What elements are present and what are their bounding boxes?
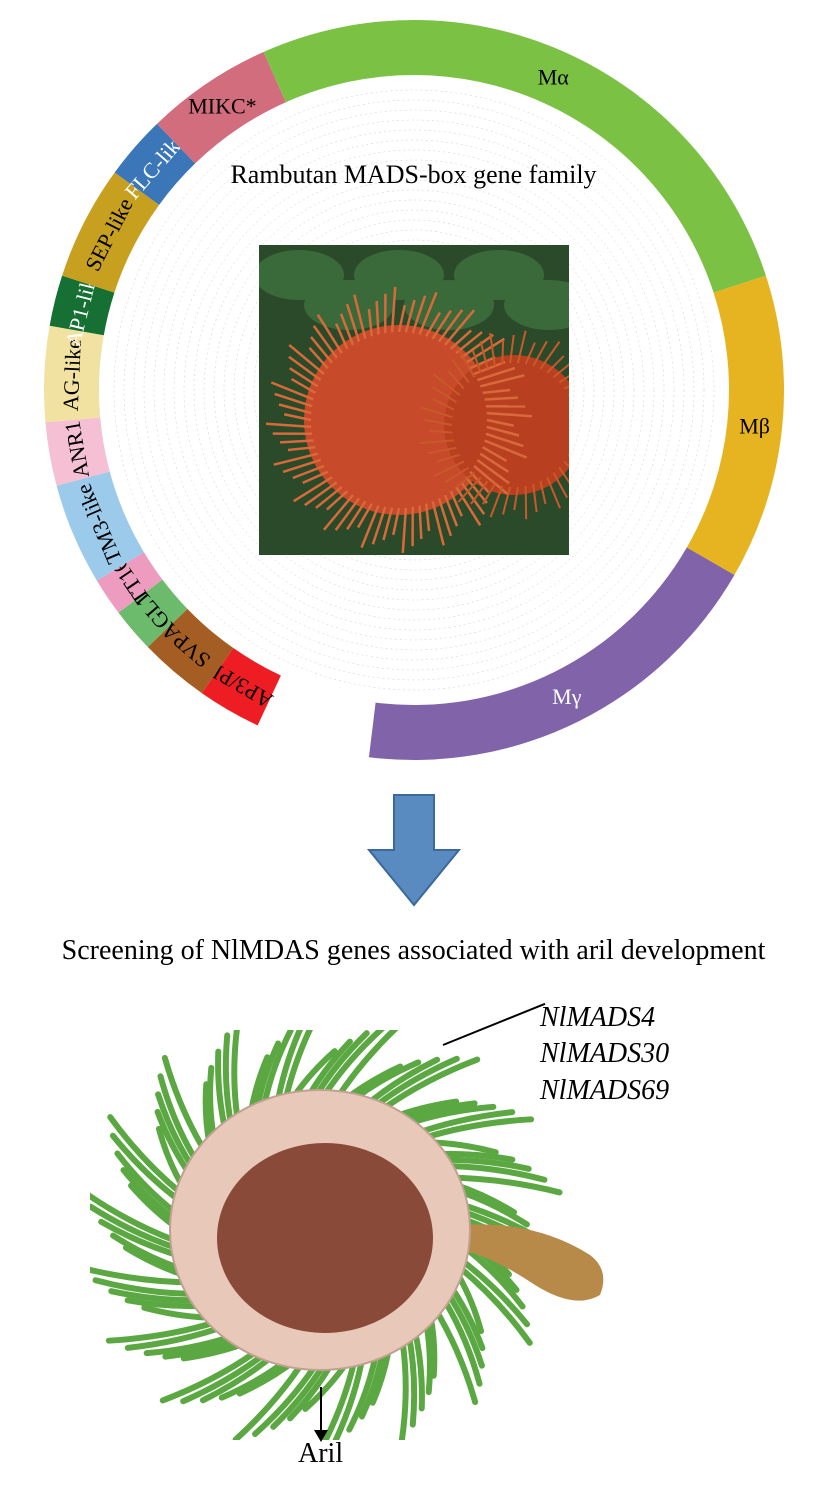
svg-text:AG-like: AG-like [57, 339, 85, 412]
svg-text:Mβ: Mβ [739, 413, 770, 438]
arrow-icon [364, 790, 464, 910]
chart-title: Rambutan MADS-box gene family [230, 160, 596, 190]
rambutan-photo [259, 245, 569, 555]
svg-text:MIKC*: MIKC* [188, 94, 256, 119]
aril-label: Aril [298, 1438, 343, 1470]
svg-text:Mγ: Mγ [552, 684, 582, 709]
svg-text:Mα: Mα [537, 65, 569, 90]
screening-caption: Screening of NlMDAS genes associated wit… [62, 935, 766, 967]
fruit-cross-section [90, 1030, 650, 1440]
